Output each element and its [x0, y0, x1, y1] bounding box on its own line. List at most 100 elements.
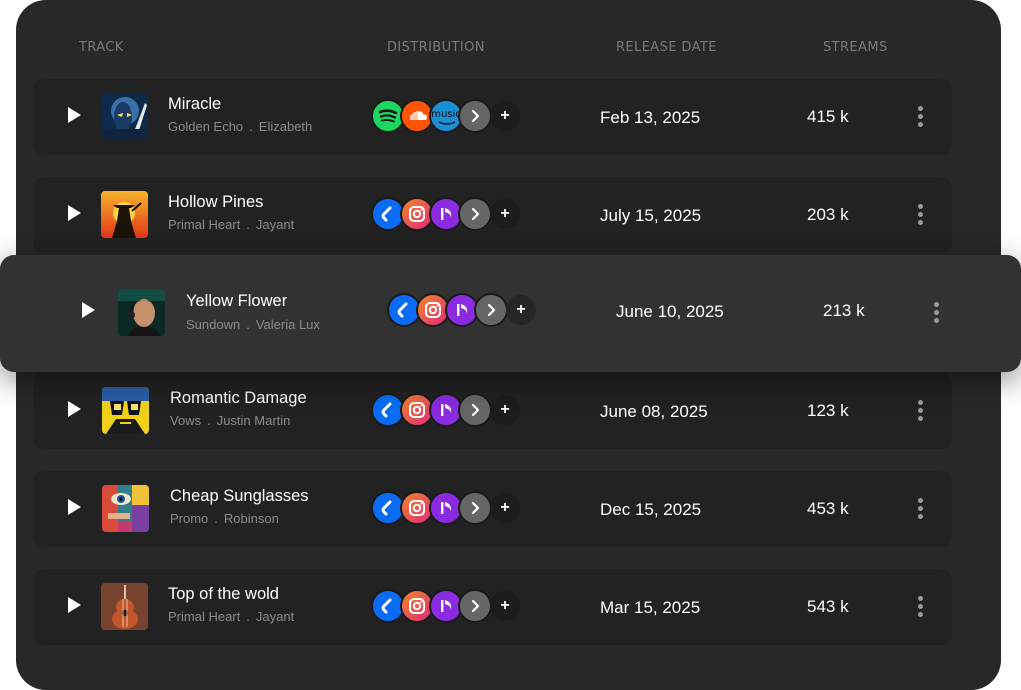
release-date: July 15, 2025 — [600, 206, 702, 225]
add-platform-button[interactable]: + — [490, 101, 520, 131]
play-button[interactable] — [68, 597, 81, 613]
album-name: Primal Heart — [168, 609, 241, 624]
add-platform-button[interactable]: + — [506, 295, 536, 325]
instagram-icon[interactable] — [416, 293, 450, 327]
release-date: Dec 15, 2025 — [600, 500, 702, 519]
album-art — [102, 485, 149, 532]
soundcloud-icon[interactable] — [400, 99, 434, 133]
play-button[interactable] — [68, 205, 81, 221]
release-date: Feb 13, 2025 — [600, 108, 701, 127]
track-title[interactable]: Romantic Damage — [170, 389, 307, 407]
more-options-icon[interactable] — [917, 400, 923, 422]
play-button[interactable] — [82, 302, 95, 318]
music-note-icon[interactable] — [429, 491, 463, 525]
separator: . — [246, 317, 250, 332]
track-meta: Golden Echo. Elizabeth — [168, 119, 312, 134]
distribution-platforms: + — [371, 197, 531, 231]
distribution-platforms: music + — [371, 99, 531, 133]
track-title[interactable]: Top of the wold — [168, 585, 279, 603]
add-platform-button[interactable]: + — [490, 199, 520, 229]
track-title[interactable]: Yellow Flower — [186, 292, 288, 310]
table-row[interactable]: Cheap Sunglasses Promo. Robinson + Dec 15… — [33, 471, 952, 547]
track-meta: Primal Heart. Jayant — [168, 217, 294, 232]
track-title[interactable]: Cheap Sunglasses — [170, 487, 309, 505]
table-row[interactable]: Top of the wold Primal Heart. Jayant + Ma… — [33, 569, 952, 645]
distribution-platforms: + — [371, 589, 531, 623]
chevron-right-icon[interactable] — [458, 393, 492, 427]
more-options-icon[interactable] — [917, 596, 923, 618]
album-name: Sundown — [186, 317, 241, 332]
stream-count: 453 k — [807, 499, 849, 518]
chevron-right-icon[interactable] — [458, 197, 492, 231]
track-meta: Promo. Robinson — [170, 511, 279, 526]
artist-name: Justin Martin — [216, 413, 291, 428]
distribution-platforms: + — [371, 393, 531, 427]
music-note-icon[interactable] — [429, 589, 463, 623]
amazon-music-icon[interactable]: music — [429, 99, 463, 133]
shazam-icon[interactable] — [371, 589, 405, 623]
table-header: TRACK DISTRIBUTION RELEASE DATE STREAMS — [16, 40, 1001, 56]
spotify-icon[interactable] — [371, 99, 405, 133]
album-name: Golden Echo — [168, 119, 244, 134]
add-platform-button[interactable]: + — [490, 591, 520, 621]
distribution-platforms: + — [387, 293, 547, 327]
table-row[interactable]: Romantic Damage Vows. Justin Martin + Jun… — [33, 373, 952, 449]
header-track: TRACK — [79, 40, 124, 55]
amazon-music-text: music — [431, 108, 461, 120]
album-art — [102, 387, 149, 434]
separator: . — [214, 511, 218, 526]
artist-name: Elizabeth — [258, 119, 313, 134]
header-distribution: DISTRIBUTION — [387, 40, 485, 55]
add-platform-button[interactable]: + — [490, 493, 520, 523]
artist-name: Robinson — [223, 511, 279, 526]
stream-count: 415 k — [807, 107, 849, 126]
artist-name: Valeria Lux — [255, 317, 320, 332]
chevron-right-icon[interactable] — [474, 293, 508, 327]
track-meta: Primal Heart. Jayant — [168, 609, 294, 624]
table-row-highlighted[interactable]: Yellow Flower Sundown. Valeria Lux + June… — [0, 255, 1021, 372]
more-options-icon[interactable] — [917, 498, 923, 520]
stream-count: 543 k — [807, 597, 849, 616]
chevron-right-icon[interactable] — [458, 491, 492, 525]
release-date: June 10, 2025 — [616, 302, 724, 321]
more-options-icon[interactable] — [933, 302, 939, 324]
stream-count: 213 k — [823, 301, 865, 320]
artist-name: Jayant — [255, 217, 295, 232]
separator: . — [246, 609, 250, 624]
more-options-icon[interactable] — [917, 204, 923, 226]
header-streams: STREAMS — [823, 40, 888, 55]
album-art — [101, 583, 148, 630]
track-meta: Vows. Justin Martin — [170, 413, 290, 428]
release-date: Mar 15, 2025 — [600, 598, 701, 617]
stream-count: 203 k — [807, 205, 849, 224]
track-meta: Sundown. Valeria Lux — [186, 317, 320, 332]
instagram-icon[interactable] — [400, 491, 434, 525]
release-date: June 08, 2025 — [600, 402, 708, 421]
track-title[interactable]: Miracle — [168, 95, 222, 113]
table-row[interactable]: Hollow Pines Primal Heart. Jayant + July … — [33, 177, 952, 253]
track-title[interactable]: Hollow Pines — [168, 193, 264, 211]
distribution-platforms: + — [371, 491, 531, 525]
play-button[interactable] — [68, 499, 81, 515]
stream-count: 123 k — [807, 401, 849, 420]
album-art — [101, 93, 148, 140]
album-art — [101, 191, 148, 238]
artist-name: Jayant — [255, 609, 295, 624]
more-options-icon[interactable] — [917, 106, 923, 128]
play-button[interactable] — [68, 107, 81, 123]
add-platform-button[interactable]: + — [490, 395, 520, 425]
chevron-right-icon[interactable] — [458, 99, 492, 133]
album-name: Vows — [170, 413, 202, 428]
separator: . — [246, 217, 250, 232]
separator: . — [249, 119, 253, 134]
chevron-right-icon[interactable] — [458, 589, 492, 623]
album-name: Promo — [170, 511, 209, 526]
table-row[interactable]: Miracle Golden Echo. Elizabeth music + Fe… — [33, 79, 952, 155]
album-art — [118, 289, 165, 336]
header-release-date: RELEASE DATE — [616, 40, 717, 55]
separator: . — [207, 413, 211, 428]
instagram-icon[interactable] — [400, 393, 434, 427]
play-button[interactable] — [68, 401, 81, 417]
album-name: Primal Heart — [168, 217, 241, 232]
instagram-icon[interactable] — [400, 589, 434, 623]
